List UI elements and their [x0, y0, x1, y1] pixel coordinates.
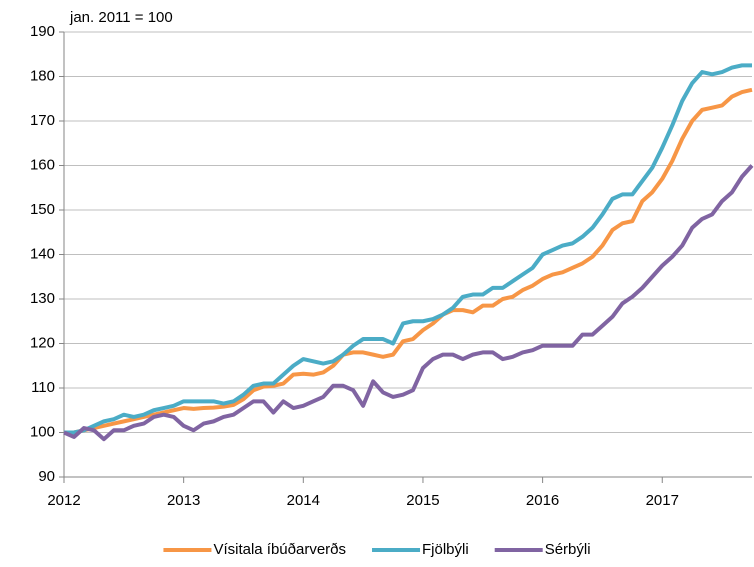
y-tick-label: 150 [30, 201, 55, 218]
series-line [64, 63, 752, 435]
legend-label: Fjölbýli [422, 541, 469, 558]
x-tick-label: 2015 [406, 492, 439, 509]
y-tick-label: 190 [30, 23, 55, 40]
series-line [63, 164, 754, 442]
legend-item: Vísitala íbúðarverðs [163, 541, 346, 558]
y-tick-label: 100 [30, 423, 55, 440]
y-tick-label: 170 [30, 112, 55, 129]
series-line [64, 87, 753, 435]
legend: Vísitala íbúðarverðs Fjölbýli Sérbýli [163, 541, 591, 558]
y-tick-label: 160 [30, 156, 55, 173]
y-tick-label: 130 [30, 290, 55, 307]
x-tick-label: 2017 [646, 492, 679, 509]
y-tick-label: 110 [31, 379, 55, 396]
x-tick-label: 2013 [167, 492, 200, 509]
y-tick-label: 140 [30, 245, 55, 262]
chart-subtitle: jan. 2011 = 100 [69, 9, 173, 26]
legend-item: Sérbýli [494, 541, 591, 558]
y-tick-label: 90 [38, 468, 55, 485]
legend-label: Vísitala íbúðarverðs [213, 541, 346, 558]
y-tick-label: 120 [30, 334, 55, 351]
x-tick-label: 2014 [287, 492, 320, 509]
legend-label: Sérbýli [545, 541, 591, 558]
legend-item: Fjölbýli [372, 541, 469, 558]
x-tick-label: 2016 [526, 492, 559, 509]
y-tick-label: 180 [30, 67, 55, 84]
x-tick-label: 2012 [47, 492, 80, 509]
